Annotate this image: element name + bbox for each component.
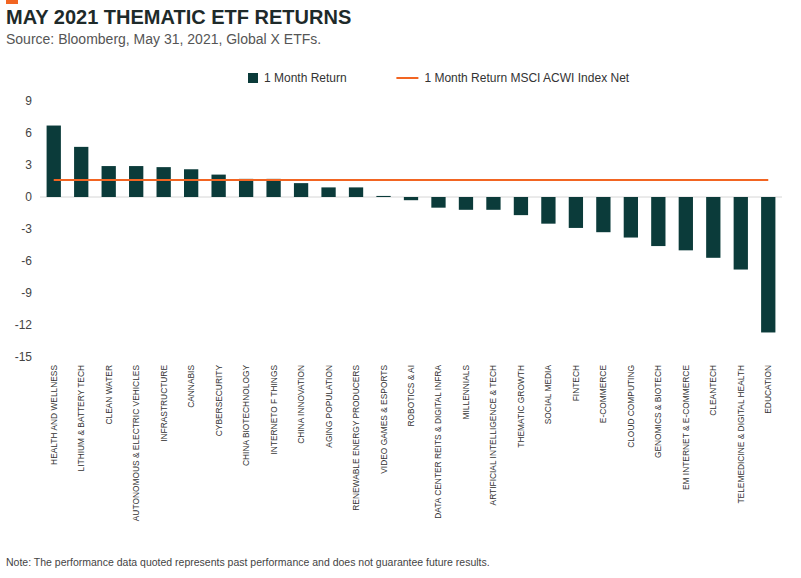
x-tick-label: INTERNETO F THINGS — [269, 365, 279, 455]
legend-swatch — [396, 77, 418, 79]
legend-label: 1 Month Return — [264, 71, 347, 85]
x-tick-label: THEMATIC GROWTH — [516, 365, 526, 448]
x-tick-label: TELEMEDICINE & DIGITAL HEALTH — [736, 365, 746, 504]
x-tick-label: E-COMMERCE — [598, 365, 608, 424]
bar — [651, 197, 665, 246]
bar — [486, 197, 500, 210]
benchmark-line — [54, 179, 769, 181]
bar — [541, 197, 555, 224]
y-tick-label: -6 — [21, 254, 32, 268]
bar — [734, 197, 748, 270]
bar — [47, 126, 61, 197]
x-tick-label: CLOUD COMPUTING — [626, 365, 636, 448]
y-tick-label: -9 — [21, 286, 32, 300]
x-tick-label: EDUCATION — [763, 365, 773, 414]
x-tick-label: EM INTERNET & E-COMMERCE — [681, 365, 691, 490]
x-tick-label: GENOMICS & BIOTECH — [653, 365, 663, 458]
x-tick-label: AUTONOMOUS & ELECTRIC VEHICLES — [131, 365, 141, 522]
x-tick-label: AGING POPULATION — [324, 365, 334, 448]
x-tick-label: MILLENNIALS — [461, 365, 471, 420]
y-tick-label: 3 — [25, 158, 32, 172]
bar — [596, 197, 610, 232]
y-tick-label: 0 — [25, 190, 32, 204]
x-tick-label: VIDEO GAMES & ESPORTS — [379, 365, 389, 474]
x-tick-label: CHINA BIOTECHNOLOGY — [241, 365, 251, 466]
x-tick-label: RENEWABLE ENERGY PRODUCERS — [351, 365, 361, 511]
bar — [459, 197, 473, 210]
x-tick-label: FINTECH — [571, 365, 581, 401]
bar — [102, 166, 116, 197]
bar — [211, 175, 225, 197]
header-accent — [6, 0, 18, 4]
chart: MAY 2021 THEMATIC ETF RETURNS Source: Blo… — [0, 0, 801, 578]
x-tick-label: CHINA INNOVATION — [296, 365, 306, 444]
bar — [294, 183, 308, 197]
x-tick-label: ARTIFICIAL INTELLIGENCE & TECH — [488, 365, 498, 505]
plot — [40, 126, 782, 333]
bar — [157, 167, 171, 197]
x-tick-label: CYBERSECURITY — [214, 365, 224, 437]
title: MAY 2021 THEMATIC ETF RETURNS — [6, 6, 351, 28]
legend-swatch — [248, 73, 258, 83]
bar — [706, 197, 720, 258]
x-tick-label: ROBOTICS & AI — [406, 365, 416, 426]
y-tick-label: -3 — [21, 222, 32, 236]
bar — [679, 197, 693, 250]
y-tick-label: -12 — [15, 318, 33, 332]
x-tick-label: CLEANTECH — [708, 365, 718, 416]
bar — [376, 196, 390, 197]
bar — [184, 169, 198, 197]
x-tick-label: CLEAN WATER — [104, 365, 114, 425]
subtitle: Source: Bloomberg, May 31, 2021, Global … — [6, 31, 321, 47]
bar — [74, 147, 88, 197]
bar — [129, 166, 143, 197]
bar — [761, 197, 775, 332]
x-tick-label: INFRASTRUCTURE — [159, 365, 169, 442]
note: Note: The performance data quoted repres… — [6, 556, 490, 568]
bar — [239, 179, 253, 197]
bar — [569, 197, 583, 228]
x-tick-label: LITHIUM & BATTERY TECH — [76, 365, 86, 471]
bar — [514, 197, 528, 215]
x-tick-label: HEALTH AND WELLNESS — [49, 365, 59, 465]
x-tick-label: DATA CENTER REITS & DIGITAL INFRA — [433, 365, 443, 519]
y-tick-label: 9 — [25, 94, 32, 108]
bar — [266, 179, 280, 197]
legend-label: 1 Month Return MSCI ACWI Index Net — [424, 71, 629, 85]
bar — [349, 187, 363, 197]
bar — [431, 197, 445, 208]
y-tick-label: 6 — [25, 126, 32, 140]
bar — [404, 197, 418, 200]
x-tick-label: CANNABIS — [186, 365, 196, 408]
y-tick-label: -15 — [15, 350, 33, 364]
x-tick-label: SOCIAL MEDIA — [543, 365, 553, 425]
bar — [624, 197, 638, 238]
bar — [321, 187, 335, 197]
